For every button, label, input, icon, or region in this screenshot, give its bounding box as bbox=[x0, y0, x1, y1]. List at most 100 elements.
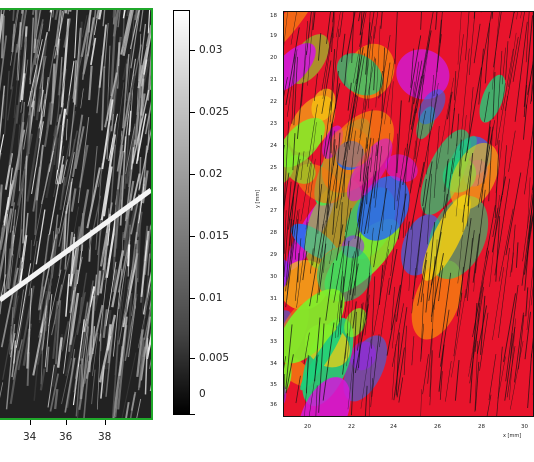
texture-streak bbox=[4, 70, 10, 135]
lath-boundary bbox=[505, 172, 522, 256]
texture-streak bbox=[39, 368, 46, 391]
color-patch bbox=[316, 245, 372, 302]
y-tick-label: 35 bbox=[270, 382, 277, 388]
texture-streak bbox=[16, 10, 25, 53]
texture-streak bbox=[54, 389, 59, 410]
texture-streak bbox=[51, 63, 56, 104]
texture-streak bbox=[144, 101, 151, 135]
texture-streak bbox=[100, 134, 117, 221]
lath-boundary bbox=[496, 346, 503, 416]
y-tick-label: 29 bbox=[270, 252, 277, 258]
lath-boundary bbox=[355, 32, 363, 98]
texture-streak bbox=[135, 113, 147, 164]
lath-boundary bbox=[422, 178, 427, 207]
texture-streak bbox=[90, 145, 98, 210]
texture-streak bbox=[110, 16, 117, 97]
texture-streak bbox=[119, 254, 129, 331]
lath-boundary bbox=[295, 209, 300, 245]
texture-streak bbox=[93, 10, 99, 36]
lath-boundary bbox=[373, 58, 376, 91]
lath-boundary bbox=[388, 248, 398, 295]
lath-boundary bbox=[378, 70, 383, 99]
lath-boundary bbox=[413, 60, 423, 105]
color-patch bbox=[350, 341, 376, 371]
texture-streak bbox=[0, 208, 13, 282]
x-tick-label: 38 bbox=[98, 431, 112, 443]
colorbar-label: 0.015 bbox=[199, 230, 230, 242]
lath-boundary bbox=[497, 356, 506, 399]
texture-streak bbox=[57, 72, 63, 96]
lath-boundary bbox=[293, 56, 298, 126]
texture-streak bbox=[58, 164, 65, 185]
texture-streak bbox=[122, 10, 134, 57]
texture-streak bbox=[51, 254, 71, 336]
texture-streak bbox=[48, 10, 53, 32]
texture-streak bbox=[74, 10, 78, 59]
lath-boundary bbox=[318, 323, 325, 413]
texture-streak bbox=[34, 10, 41, 49]
lath-boundary bbox=[527, 177, 531, 229]
texture-streak bbox=[144, 225, 151, 275]
lath-boundary bbox=[469, 12, 476, 75]
lath-boundary bbox=[321, 26, 334, 91]
lath-boundary bbox=[294, 238, 302, 301]
texture-streak bbox=[2, 94, 6, 119]
texture-streak bbox=[99, 228, 111, 294]
lath-boundary bbox=[501, 83, 506, 111]
lath-boundary bbox=[498, 208, 514, 282]
texture-streak bbox=[65, 118, 68, 141]
texture-streak bbox=[136, 398, 142, 418]
x-tick-mark bbox=[66, 420, 67, 425]
y-tick-label: 19 bbox=[270, 33, 277, 39]
texture-streak bbox=[77, 117, 90, 204]
lath-boundary bbox=[394, 133, 399, 211]
lath-boundary bbox=[464, 67, 482, 162]
texture-streak bbox=[129, 393, 136, 418]
lath-boundary bbox=[307, 104, 318, 167]
lath-boundary bbox=[379, 34, 391, 97]
lath-boundary bbox=[425, 221, 436, 313]
texture-streak bbox=[86, 17, 95, 57]
texture-streak bbox=[0, 184, 3, 224]
texture-streak bbox=[52, 308, 59, 359]
lath-boundary bbox=[390, 178, 402, 276]
lath-boundary bbox=[323, 101, 331, 157]
colorbar-label: 0.03 bbox=[199, 44, 223, 56]
lath-boundary bbox=[420, 293, 425, 360]
texture-streak bbox=[136, 33, 142, 115]
lath-boundary bbox=[343, 251, 355, 318]
texture-streak bbox=[98, 24, 107, 88]
lath-boundary bbox=[511, 224, 516, 273]
texture-streak bbox=[10, 121, 25, 207]
texture-streak bbox=[44, 294, 53, 368]
lath-boundary bbox=[322, 145, 338, 229]
lath-boundary bbox=[458, 139, 462, 177]
texture-streak bbox=[127, 244, 131, 267]
texture-streak bbox=[118, 316, 128, 376]
texture-streak bbox=[55, 124, 63, 170]
lath-boundary bbox=[374, 146, 383, 208]
texture-streak bbox=[8, 254, 14, 297]
lath-boundary bbox=[509, 341, 524, 410]
lath-boundary bbox=[493, 12, 502, 68]
lath-boundary bbox=[426, 173, 432, 245]
lath-boundary bbox=[480, 12, 493, 71]
lath-boundary bbox=[420, 259, 427, 303]
texture-streak bbox=[105, 314, 116, 397]
lath-boundary bbox=[395, 332, 400, 396]
lath-boundary bbox=[390, 286, 395, 331]
lath-boundary bbox=[367, 26, 375, 109]
lath-boundary bbox=[344, 53, 348, 86]
lath-boundary bbox=[345, 130, 356, 233]
lath-boundary bbox=[524, 128, 533, 195]
lath-boundary bbox=[303, 51, 307, 80]
texture-streak bbox=[0, 224, 5, 256]
texture-streak bbox=[74, 126, 85, 170]
texture-streak bbox=[90, 37, 97, 66]
texture-streak bbox=[45, 45, 56, 100]
y-tick-label: 25 bbox=[270, 165, 277, 171]
lath-boundary bbox=[515, 242, 519, 268]
texture-streak bbox=[20, 59, 29, 113]
lath-boundary bbox=[483, 126, 494, 184]
texture-streak bbox=[0, 179, 15, 251]
